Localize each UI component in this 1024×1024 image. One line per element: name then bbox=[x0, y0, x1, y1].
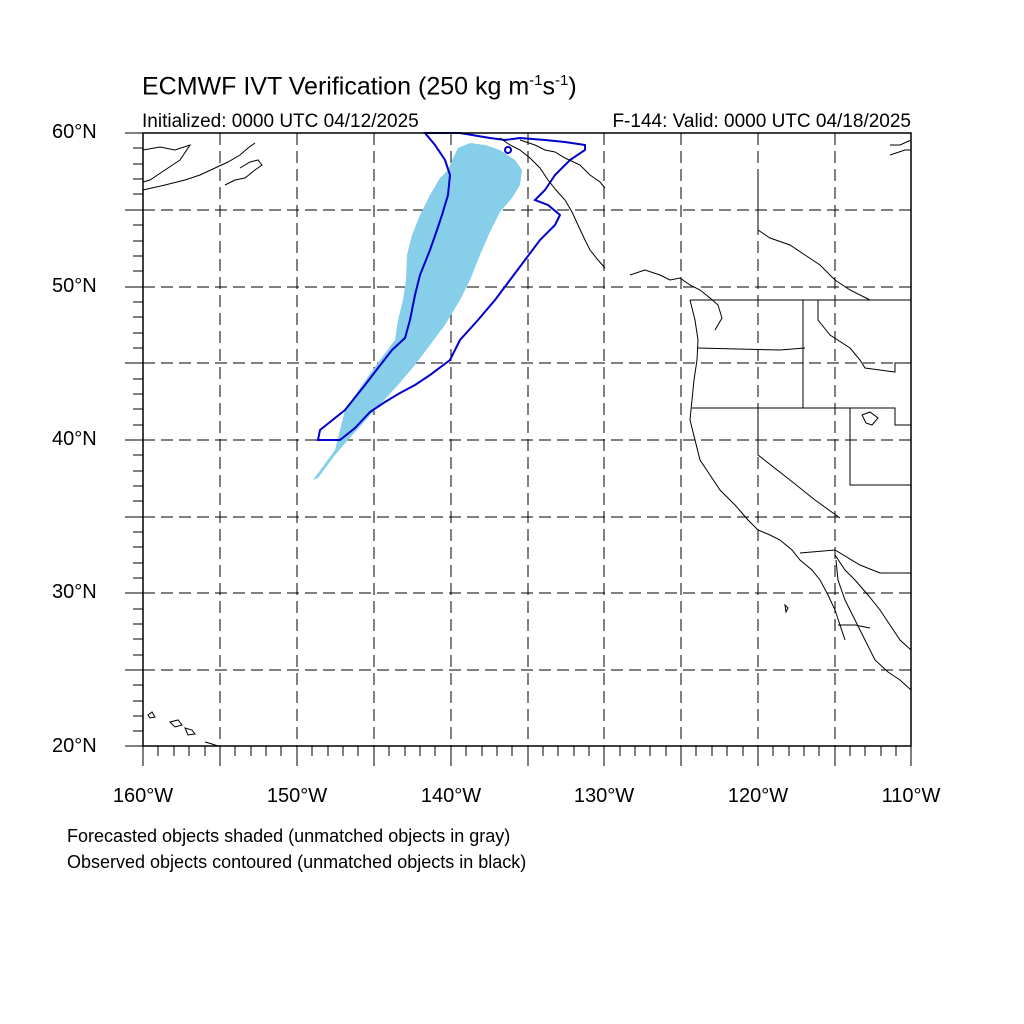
lat-label-20: 20°N bbox=[52, 735, 97, 757]
coastlines bbox=[142, 137, 912, 747]
forecast-ivt-object bbox=[313, 143, 522, 480]
borders bbox=[690, 299, 911, 629]
valid-time: F-144: Valid: 0000 UTC 04/18/2025 bbox=[612, 111, 911, 132]
lat-label-60: 60°N bbox=[52, 121, 97, 143]
lon-label-150w: 150°W bbox=[266, 785, 328, 807]
lon-label-160w: 160°W bbox=[112, 785, 174, 807]
lon-label-110w: 110°W bbox=[881, 785, 941, 807]
lat-label-30: 30°N bbox=[52, 581, 97, 603]
observed-small-loop bbox=[504, 146, 512, 154]
initialized-time: Initialized: 0000 UTC 04/12/2025 bbox=[142, 111, 419, 132]
lon-label-130w: 130°W bbox=[573, 785, 635, 807]
lat-label-40: 40°N bbox=[52, 428, 97, 450]
lon-label-120w: 120°W bbox=[727, 785, 789, 807]
lon-label-140w: 140°W bbox=[420, 785, 482, 807]
axis-ticks bbox=[125, 132, 912, 766]
observed-ivt-contour bbox=[316, 132, 586, 441]
observed-note: Observed objects contoured (unmatched ob… bbox=[67, 852, 527, 872]
map-title: ECMWF IVT Verification (250 kg m-1s-1) bbox=[142, 72, 577, 101]
graticule bbox=[143, 133, 911, 746]
lat-label-50: 50°N bbox=[52, 275, 97, 297]
forecast-note: Forecasted objects shaded (unmatched obj… bbox=[67, 826, 511, 846]
